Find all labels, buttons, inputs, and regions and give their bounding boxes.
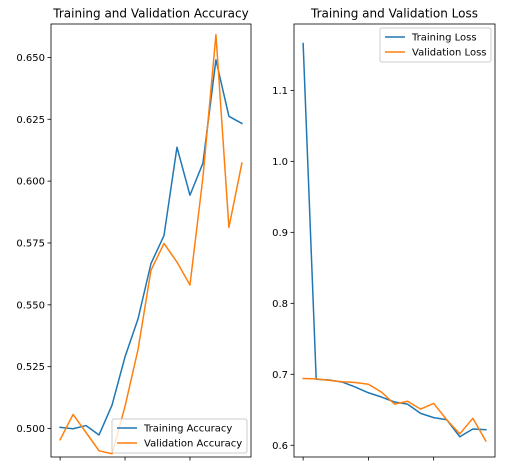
loss-legend: Training Loss Validation Loss [379, 27, 492, 63]
accuracy-series-line-validation [59, 33, 243, 455]
loss-y-tick-label: 0.8 [272, 299, 288, 310]
loss-y-tick-label: 0.7 [272, 370, 288, 381]
loss-x-ticks [302, 457, 435, 461]
accuracy-y-tick-label: 0.550 [16, 300, 45, 311]
loss-legend-label: Training Loss [411, 33, 477, 44]
loss-y-ticks: 0.6 0.7 0.8 0.9 1.0 1.1 [272, 86, 294, 452]
loss-chart-title: Training and Validation Loss [310, 7, 478, 21]
loss-axes-frame [293, 23, 496, 458]
accuracy-axes-frame [50, 23, 252, 458]
loss-series-line-training [302, 42, 487, 438]
accuracy-legend: Training Accuracy Validation Accuracy [111, 418, 248, 454]
accuracy-chart-title: Training and Validation Accuracy [52, 7, 248, 21]
accuracy-legend-box [111, 418, 248, 454]
accuracy-y-tick-label: 0.600 [16, 177, 45, 188]
accuracy-y-ticks: 0.500 0.525 0.550 0.575 0.600 0.625 0.650 [16, 53, 51, 435]
accuracy-chart: Training and Validation Accuracy 0.5000.… [16, 7, 252, 461]
accuracy-y-tick-label: 0.500 [16, 424, 45, 435]
loss-legend-box [379, 27, 492, 63]
accuracy-y-tick-label: 0.575 [16, 238, 45, 249]
loss-y-tick-label: 0.9 [272, 228, 288, 239]
loss-y-tick-label: 1.1 [272, 86, 288, 97]
loss-y-tick-label: 1.0 [272, 157, 288, 168]
accuracy-y-tick-label: 0.625 [16, 115, 45, 126]
accuracy-y-tick-label: 0.525 [16, 362, 45, 373]
accuracy-legend-label: Training Accuracy [143, 424, 232, 435]
accuracy-y-tick-label: 0.650 [16, 53, 45, 64]
accuracy-plot-area [59, 33, 243, 455]
accuracy-legend-label: Validation Accuracy [144, 439, 242, 450]
loss-y-tick-label: 0.6 [272, 441, 288, 452]
loss-series-line-validation [302, 377, 487, 443]
loss-legend-label: Validation Loss [412, 48, 487, 59]
loss-plot-area [302, 42, 487, 443]
accuracy-x-ticks [59, 457, 191, 461]
loss-chart: Training and Validation Loss 0.60.70.80.… [272, 7, 496, 461]
accuracy-series-line-training [59, 59, 243, 436]
